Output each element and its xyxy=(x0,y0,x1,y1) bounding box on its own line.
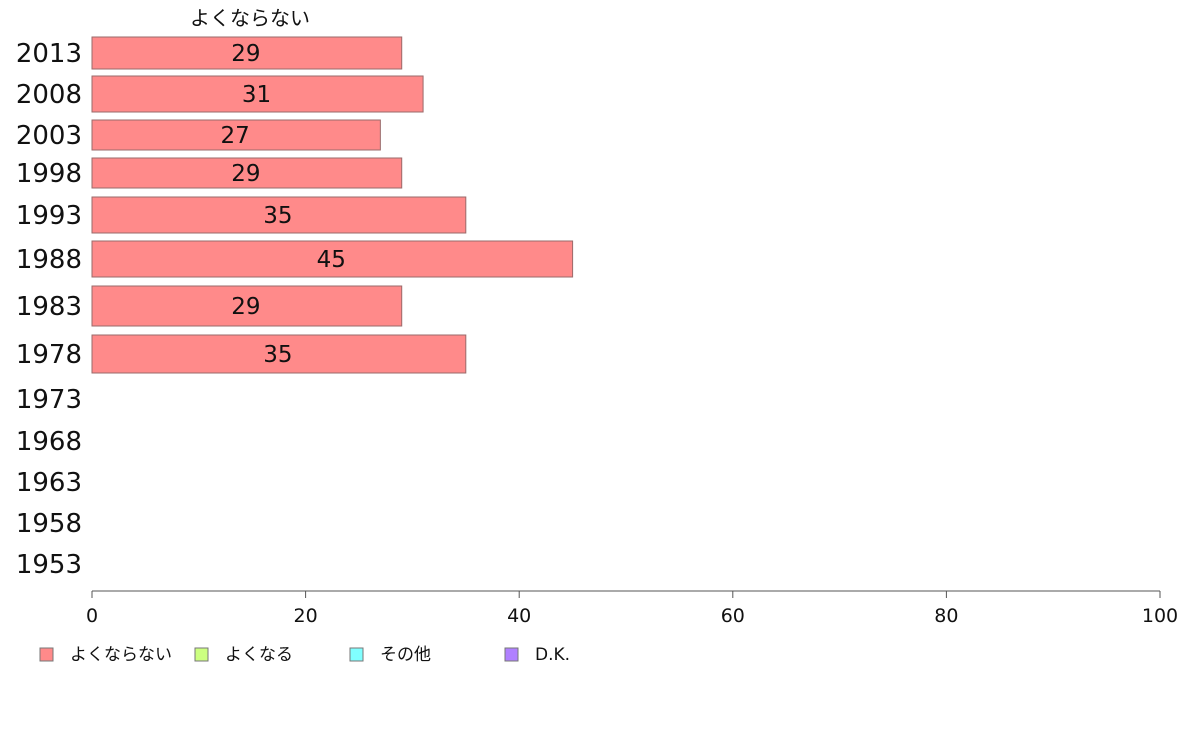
x-tick-label: 40 xyxy=(507,605,531,627)
legend-label: D.K. xyxy=(535,645,570,665)
category-label: 1953 xyxy=(16,550,82,580)
x-axis: 0 20 40 60 80 100 xyxy=(86,590,1178,627)
bar-value-label: 27 xyxy=(221,123,250,149)
bar xyxy=(91,157,403,189)
bar xyxy=(91,119,381,151)
bar-value-label: 29 xyxy=(231,294,260,320)
category-label: 1998 xyxy=(16,159,82,189)
category-label: 1963 xyxy=(16,468,82,498)
category-label: 2013 xyxy=(16,39,82,69)
legend-label: よくならない xyxy=(70,645,172,665)
legend-swatch xyxy=(504,647,519,662)
legend-swatch xyxy=(194,647,209,662)
category-label: 1993 xyxy=(16,201,82,231)
series-header: よくならない xyxy=(190,6,310,30)
legend-label: よくなる xyxy=(225,645,293,665)
category-label: 1973 xyxy=(16,385,82,415)
category-label: 2008 xyxy=(16,80,82,110)
x-tick-label: 100 xyxy=(1142,605,1178,627)
legend-swatch xyxy=(39,647,54,662)
category-label: 1988 xyxy=(16,245,82,275)
bar-value-label: 29 xyxy=(231,41,260,67)
x-tick-label: 20 xyxy=(294,605,318,627)
category-label: 1983 xyxy=(16,292,82,322)
bar-value-label: 29 xyxy=(231,161,260,187)
category-label: 2003 xyxy=(16,121,82,151)
bar xyxy=(91,334,467,374)
legend: よくならない よくなる その他 D.K. xyxy=(39,645,570,665)
bar-value-label: 35 xyxy=(263,203,292,229)
bar-value-label: 45 xyxy=(317,247,346,273)
legend-label: その他 xyxy=(380,645,431,665)
x-tick-label: 60 xyxy=(721,605,745,627)
bar xyxy=(91,285,403,327)
bar xyxy=(91,196,467,234)
bar xyxy=(91,240,574,278)
category-labels: 2013 2008 2003 1998 1993 1988 1983 1978 1973 1968… xyxy=(16,39,82,580)
x-tick-label: 0 xyxy=(86,605,98,627)
category-label: 1958 xyxy=(16,509,82,539)
bar xyxy=(91,75,424,113)
bar xyxy=(91,36,403,70)
category-label: 1978 xyxy=(16,340,82,370)
category-label: 1968 xyxy=(16,427,82,457)
bar-value-label: 31 xyxy=(242,82,271,108)
legend-swatch xyxy=(349,647,364,662)
x-tick-label: 80 xyxy=(934,605,958,627)
bar-value-label: 35 xyxy=(263,342,292,368)
